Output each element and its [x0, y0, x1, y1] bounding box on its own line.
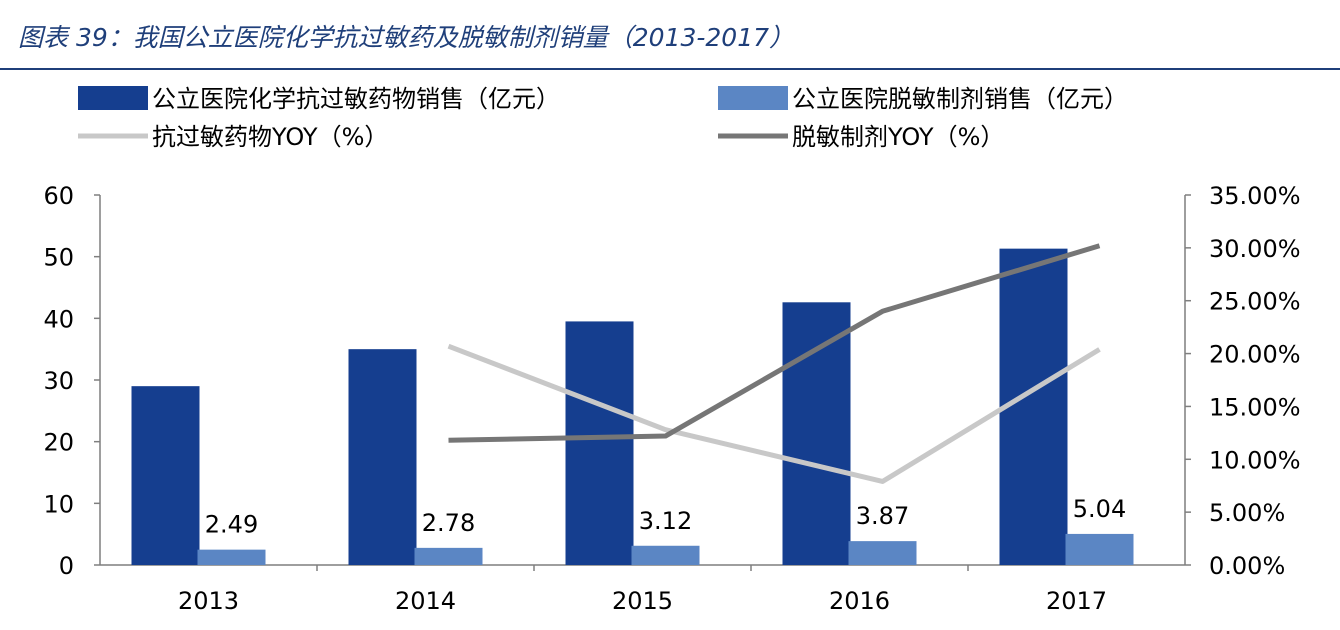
bar-antiallergy-sales [782, 302, 851, 565]
left-tick-label: 10 [43, 490, 74, 518]
bar-antiallergy-sales [565, 321, 634, 565]
right-tick-label: 25.00% [1209, 288, 1301, 316]
legend-desensitization-sales-label: 公立医院脱敏制剂销售（亿元） [792, 85, 1128, 113]
x-tick-label: 2014 [395, 587, 456, 615]
bar-desensitization-sales [848, 541, 917, 565]
data-labels: 2.49 2.78 3.12 3.87 5.04 [205, 495, 1126, 539]
x-tick-label: 2017 [1046, 587, 1107, 615]
bar-antiallergy-sales [131, 386, 200, 565]
lines [447, 243, 1101, 484]
bars [131, 248, 1134, 565]
line-antiallergy-yoy [447, 343, 1101, 484]
bar-antiallergy-sales [999, 248, 1068, 565]
axes: 0 10 20 30 40 50 60 0.00% 5.00% 10.00% 15.00% 20.00… [43, 182, 1300, 615]
legend-desensitization-sales-swatch [718, 86, 788, 110]
left-tick-label: 40 [43, 305, 74, 333]
data-label: 5.04 [1073, 495, 1126, 523]
x-tick-label: 2013 [178, 587, 239, 615]
legend-antiallergy-sales-swatch [78, 86, 148, 110]
right-tick-label: 10.00% [1209, 446, 1301, 474]
bar-antiallergy-sales [348, 349, 417, 565]
data-label: 2.49 [205, 511, 258, 539]
bar-desensitization-sales [414, 547, 483, 565]
left-tick-label: 0 [59, 552, 74, 580]
legend-antiallergy-sales-label: 公立医院化学抗过敏药物销售（亿元） [152, 85, 560, 113]
bar-desensitization-sales [631, 545, 700, 565]
legend-antiallergy-yoy-label: 抗过敏药物YOY（%） [152, 123, 388, 151]
left-tick-label: 60 [43, 182, 74, 210]
left-tick-label: 50 [43, 244, 74, 272]
data-label: 3.87 [856, 502, 909, 530]
right-tick-label: 30.00% [1209, 235, 1301, 263]
bar-desensitization-sales [197, 549, 266, 565]
left-tick-label: 30 [43, 367, 74, 395]
x-tick-label: 2016 [829, 587, 890, 615]
line-desensitization-yoy [448, 243, 1101, 443]
data-label: 3.12 [639, 507, 692, 535]
legend-desensitization-yoy-label: 脱敏制剂YOY（%） [792, 123, 1004, 151]
x-tick-label: 2015 [612, 587, 673, 615]
bar-desensitization-sales [1065, 533, 1134, 565]
left-tick-label: 20 [43, 429, 74, 457]
right-tick-label: 20.00% [1209, 341, 1301, 369]
data-label: 2.78 [422, 509, 475, 537]
right-tick-label: 5.00% [1209, 499, 1285, 527]
title-divider [0, 68, 1340, 70]
right-tick-label: 15.00% [1209, 393, 1301, 421]
legend: 公立医院化学抗过敏药物销售（亿元） 公立医院脱敏制剂销售（亿元） 抗过敏药物YOY（… [78, 85, 1128, 151]
right-tick-label: 35.00% [1209, 182, 1301, 210]
right-tick-label: 0.00% [1209, 552, 1285, 580]
chart-title: 图表 39：我国公立医院化学抗过敏药及脱敏制剂销量（2013-2017） [18, 23, 795, 52]
